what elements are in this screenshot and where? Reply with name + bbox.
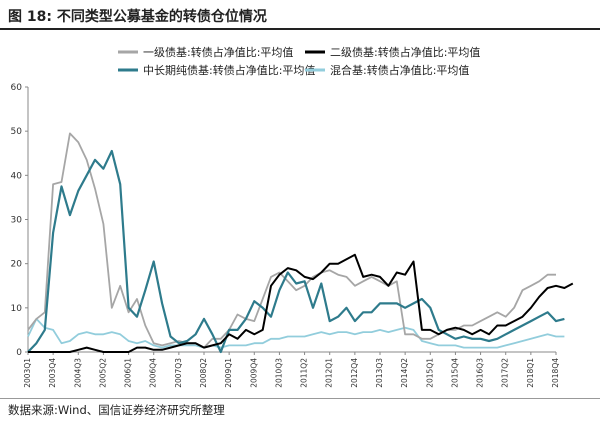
x-tick-label: 2003Q4	[48, 358, 57, 388]
x-tick-label: 2012Q4	[350, 358, 359, 388]
x-tick-label: 2009Q1	[224, 358, 233, 388]
x-tick-label: 2018Q4	[551, 358, 560, 388]
y-tick-label: 0	[16, 348, 22, 358]
y-tick-label: 50	[11, 127, 23, 137]
source-note: 数据来源:Wind、国信证券经济研究所整理	[8, 403, 225, 417]
series-line-0	[27, 132, 556, 349]
legend-label: 混合基:转债占净值比:平均值	[330, 63, 469, 77]
x-tick-label: 2015Q4	[450, 358, 459, 388]
x-tick-label: 2014Q2	[400, 358, 409, 388]
series-line-3	[27, 317, 565, 349]
x-tick-label: 2003Q1	[23, 358, 32, 388]
series-line-2	[27, 149, 565, 354]
legend-label: 二级债基:转债占净值比:平均值	[330, 45, 480, 59]
title-divider	[0, 28, 600, 30]
x-tick-label: 2017Q2	[501, 358, 510, 388]
y-tick-label: 30	[11, 216, 23, 226]
figure-title: 图 18: 不同类型公募基金的转债仓位情况	[8, 9, 267, 25]
axis-layer: 0 10 20 30 40 50 60 2003Q1 2003Q4 2004Q3 2005Q2 200…	[11, 83, 560, 388]
y-tick-label: 40	[11, 171, 23, 181]
legend-label: 一级债基:转债占净值比:平均值	[143, 45, 293, 59]
x-tick-label: 2016Q3	[476, 358, 485, 388]
y-tick-label: 10	[11, 304, 23, 314]
x-tick-label: 2013Q3	[375, 358, 384, 388]
x-tick-label: 2011Q2	[300, 358, 309, 388]
x-tick-label: 2008Q2	[199, 358, 208, 388]
legend: 一级债基:转债占净值比:平均值 二级债基:转债占净值比:平均值中长期纯债基:转债占…	[118, 45, 480, 77]
legend-label: 中长期纯债基:转债占净值比:平均值	[143, 63, 315, 77]
x-tick-label: 2006Q4	[149, 358, 158, 388]
y-tick-label: 20	[11, 260, 23, 270]
footer-divider	[0, 398, 600, 399]
x-tick-label: 2010Q3	[274, 358, 283, 388]
x-tick-label: 2004Q3	[73, 358, 82, 388]
x-tick-label: 2015Q1	[425, 358, 434, 388]
x-tick-label: 2006Q1	[124, 358, 133, 388]
x-tick-label: 2018Q1	[526, 358, 535, 388]
x-tick-label: 2005Q2	[98, 358, 107, 388]
y-tick-label: 60	[11, 83, 23, 93]
x-tick-label: 2007Q3	[174, 358, 183, 388]
x-tick-label: 2009Q4	[249, 358, 258, 388]
series-layer	[27, 132, 574, 354]
line-chart: 0 10 20 30 40 50 60 2003Q1 2003Q4 2004Q3 2005Q2 200…	[11, 45, 574, 388]
series-line-1	[28, 253, 574, 353]
x-tick-label: 2012Q1	[325, 358, 334, 388]
